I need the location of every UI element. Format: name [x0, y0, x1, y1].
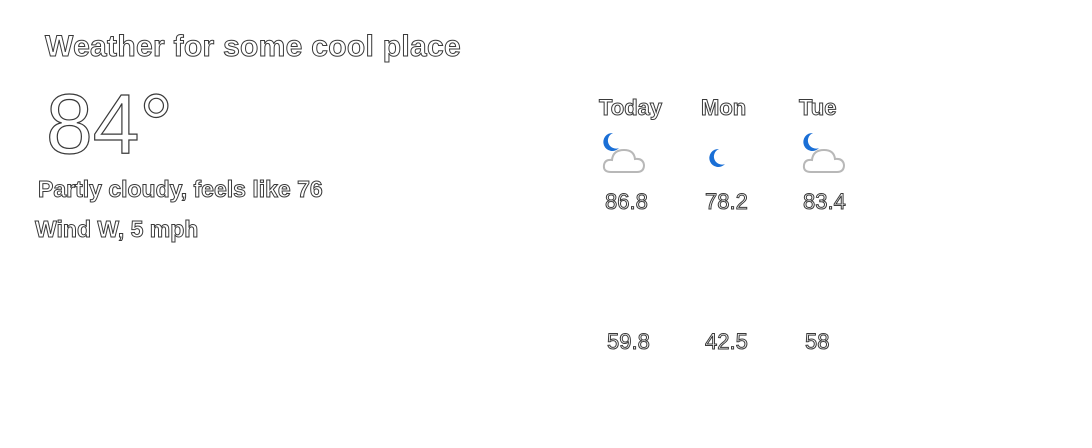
forecast-day-tue: Tue 83.4 58: [797, 92, 897, 372]
page-title: Weather for some cool place: [44, 30, 462, 64]
forecast-day-mon: Mon 78.2 42.5: [697, 92, 797, 372]
forecast-panel: Today 86.8 59.8 Mon 78.2 42.5 Tue: [595, 92, 875, 372]
moon-icon: [709, 130, 769, 178]
forecast-day-label: Today: [598, 95, 663, 121]
current-conditions: Partly cloudy, feels like 76: [38, 176, 324, 203]
forecast-day-label: Mon: [700, 95, 747, 121]
forecast-day-today: Today 86.8 59.8: [595, 92, 695, 372]
forecast-low: 58: [804, 329, 830, 355]
forecast-high: 86.8: [605, 189, 649, 215]
forecast-day-label: Tue: [798, 95, 837, 121]
moon-cloud-icon: [797, 130, 857, 178]
forecast-high: 83.4: [803, 189, 847, 215]
current-temperature: 84°: [45, 77, 174, 171]
forecast-low: 42.5: [705, 329, 749, 355]
moon-cloud-icon: [597, 130, 657, 178]
forecast-low: 59.8: [607, 329, 651, 355]
forecast-high: 78.2: [705, 189, 749, 215]
wind-info: Wind W, 5 mph: [34, 216, 199, 243]
